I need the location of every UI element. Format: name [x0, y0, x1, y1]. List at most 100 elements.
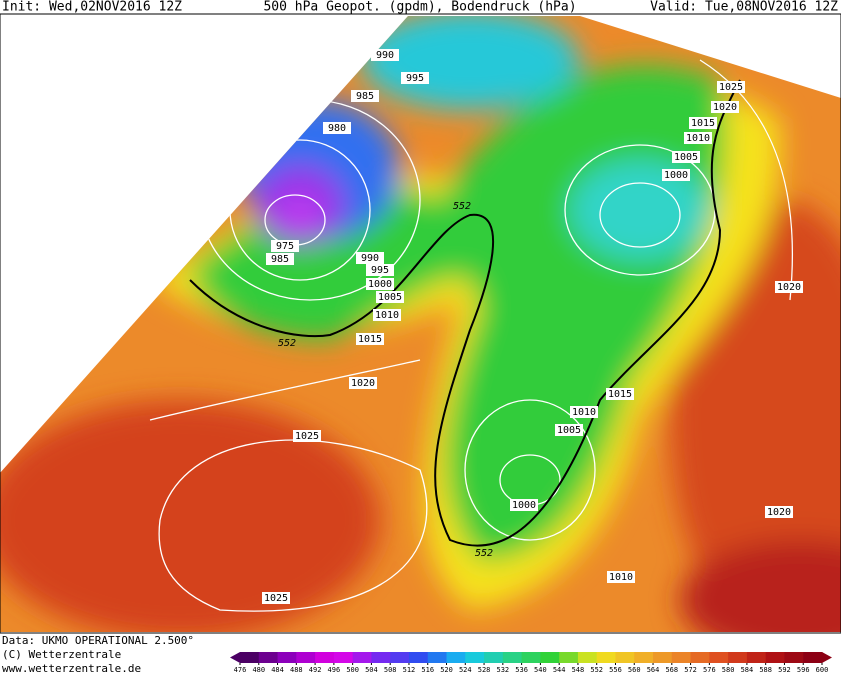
colorbar-segment	[803, 652, 823, 663]
colorbar-segment	[333, 652, 354, 663]
isobar-label: 1010	[375, 310, 399, 321]
colorbar-label: 584	[741, 666, 754, 674]
colorbar-segment	[352, 652, 372, 663]
init-time: Init: Wed,02NOV2016 12Z	[2, 0, 182, 15]
isobar-label: 1025	[719, 82, 743, 93]
isobar-label: 1000	[368, 279, 392, 290]
isobar-label: 1010	[609, 572, 633, 583]
isobar-label: 1005	[557, 425, 581, 436]
isobar-label-bg	[401, 72, 429, 84]
isobar-label: 985	[356, 91, 374, 102]
isobar-label: 1000	[512, 500, 536, 511]
isobar-label: 1015	[358, 334, 382, 345]
colorbar-label: 532	[497, 666, 510, 674]
height-label: 552	[278, 338, 296, 349]
isobar-label-bg	[510, 499, 538, 511]
colorbar-segment	[671, 652, 692, 663]
colorbar-label: 544	[553, 666, 566, 674]
isobar-label-bg	[684, 132, 712, 144]
colorbar-label: 536	[515, 666, 528, 674]
isobar-label: 1005	[378, 292, 402, 303]
colorbar-label: 588	[759, 666, 772, 674]
colorbar-segment	[315, 652, 335, 663]
data-source: Data: UKMO OPERATIONAL 2.500°	[2, 634, 194, 647]
colorbar-segment	[521, 652, 541, 663]
colorbar-label: 508	[384, 666, 397, 674]
isobar-label-bg	[672, 151, 700, 163]
isobar-label-bg	[689, 117, 717, 129]
isobar-label: 1020	[713, 102, 737, 113]
isobar-label-bg	[717, 81, 745, 93]
colorbar-label: 476	[234, 666, 247, 674]
colorbar-label: 568	[665, 666, 678, 674]
colorbar-label: 504	[365, 666, 378, 674]
isobar-label-bg	[262, 592, 290, 604]
isobar-label: 990	[376, 50, 394, 61]
colorbar-label: 500	[346, 666, 359, 674]
colorbar-label: 480	[252, 666, 265, 674]
colorbar: 476 480 484 488 492 496 500 504 508 512 516 520 524 5…	[230, 652, 832, 674]
isobar-label: 980	[328, 123, 346, 134]
colorbar-segment	[240, 652, 260, 663]
colorbar-label: 600	[816, 666, 829, 674]
colorbar-label: 488	[290, 666, 303, 674]
height-label: 552	[475, 548, 493, 559]
valid-time: Valid: Tue,08NOV2016 12Z	[650, 0, 838, 15]
isobar-label: 1005	[674, 152, 698, 163]
isobar-label-bg	[366, 278, 394, 290]
colorbar-segment	[390, 652, 410, 663]
isobar-label-bg	[570, 406, 598, 418]
552-contour	[189, 79, 741, 547]
isobar-label: 1015	[608, 389, 632, 400]
isobar-label-bg	[293, 430, 321, 442]
colorbar-segment	[596, 652, 616, 663]
colorbar-label: 592	[778, 666, 791, 674]
isobar-label-bg	[775, 281, 803, 293]
colorbar-segment	[746, 652, 767, 663]
colorbar-segment	[765, 652, 785, 663]
colorbar-segment	[408, 652, 429, 663]
colorbar-segment	[258, 652, 279, 663]
colorbar-label: 564	[647, 666, 660, 674]
url: www.wetterzentrale.de	[2, 662, 141, 675]
colorbar-label: 596	[797, 666, 810, 674]
colorbar-label: 572	[684, 666, 697, 674]
colorbar-segment	[653, 652, 673, 663]
isobar-label-bg	[323, 122, 351, 134]
colorbar-segment	[427, 652, 448, 663]
isobar-label-bg	[606, 388, 634, 400]
colorbar-label: 540	[534, 666, 547, 674]
colorbar-segment	[634, 652, 654, 663]
colorbar-segment	[784, 652, 804, 663]
isobar-label-bg	[555, 424, 583, 436]
isobar-label-bg	[271, 240, 299, 252]
colorbar-label: 512	[403, 666, 416, 674]
isobar-label-bg	[376, 291, 404, 303]
isobar-label: 1010	[686, 133, 710, 144]
colorbar-segment	[465, 652, 485, 663]
colorbar-segment	[296, 652, 316, 663]
isobar-label-bg	[373, 309, 401, 321]
colorbar-segment	[615, 652, 635, 663]
isobar-label: 995	[406, 73, 424, 84]
colorbar-segment	[728, 652, 748, 663]
colorbar-arrow	[230, 652, 240, 663]
colorbar-label: 484	[271, 666, 284, 674]
isobar-label: 995	[371, 265, 389, 276]
isobar-label: 1000	[664, 170, 688, 181]
colorbar-segment	[540, 652, 560, 663]
isobar-label-bg	[351, 90, 379, 102]
isobar-label: 1020	[777, 282, 801, 293]
isobar-label-bg	[607, 571, 635, 583]
colorbar-segment	[484, 652, 504, 663]
isobar-label: 1010	[572, 407, 596, 418]
colorbar-label: 528	[478, 666, 491, 674]
colorbar-arrow	[822, 652, 832, 663]
isobar-label-bg	[371, 49, 399, 61]
colorbar-label: 576	[703, 666, 716, 674]
isobar-label: 985	[271, 254, 289, 265]
colorbar-label: 580	[722, 666, 735, 674]
colorbar-segment	[446, 652, 466, 663]
colorbar-segment	[690, 652, 710, 663]
colorbar-segment	[371, 652, 391, 663]
